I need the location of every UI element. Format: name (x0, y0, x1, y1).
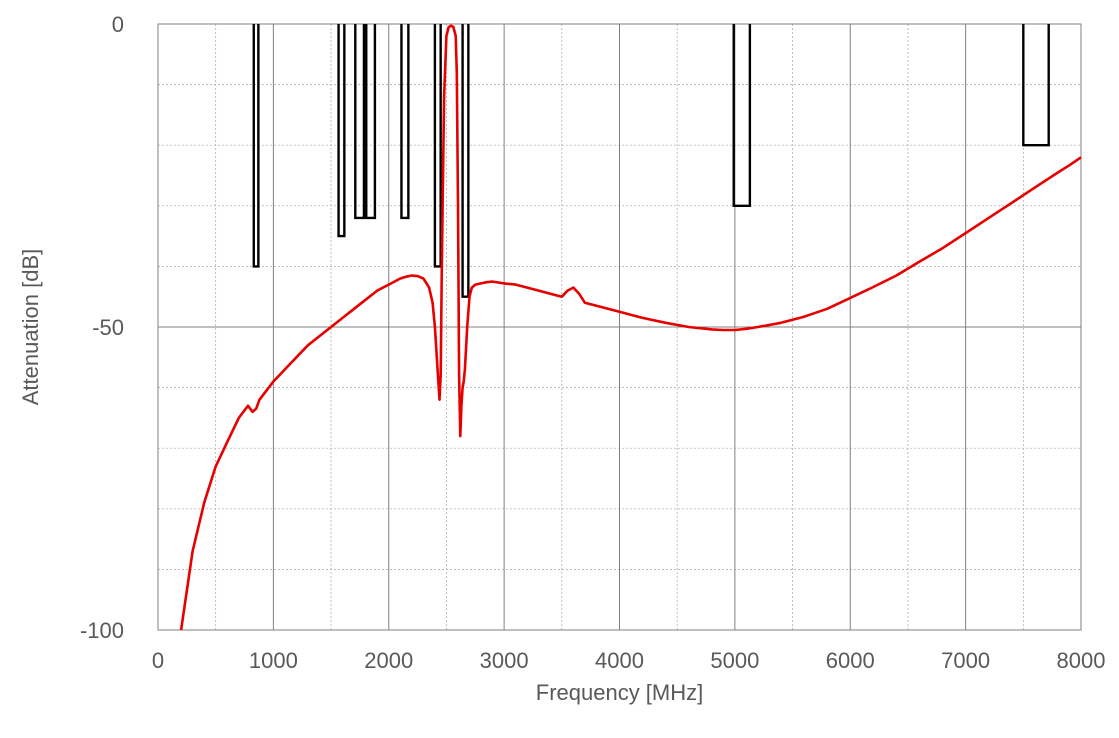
y-axis-title: Attenuation [dB] (18, 249, 43, 406)
spec-mask (400, 24, 410, 220)
x-tick-label: 8000 (1057, 648, 1106, 673)
y-tick-label: 0 (112, 12, 124, 37)
x-tick-label: 6000 (826, 648, 875, 673)
x-tick-labels: 0 1000 2000 3000 4000 5000 6000 7000 8000 (152, 648, 1106, 673)
x-tick-label: 5000 (710, 648, 759, 673)
spec-masks (252, 24, 1050, 298)
x-tick-label: 4000 (595, 648, 644, 673)
x-tick-label: 7000 (941, 648, 990, 673)
y-tick-label: -100 (80, 618, 124, 643)
spec-mask (461, 24, 470, 298)
x-tick-label: 0 (152, 648, 164, 673)
y-tick-labels: 0 -50 -100 (80, 12, 124, 643)
x-axis-title: Frequency [MHz] (536, 680, 704, 705)
spec-mask (337, 24, 346, 238)
y-tick-label: -50 (92, 315, 124, 340)
spec-mask (1022, 24, 1050, 147)
attenuation-curve (179, 24, 1082, 631)
spec-mask (433, 24, 442, 268)
spec-mask (365, 24, 377, 220)
spec-mask (732, 24, 752, 207)
spec-mask (354, 24, 366, 220)
spec-mask (252, 24, 260, 268)
plot-frame (157, 23, 1082, 631)
major-grid (157, 23, 1082, 631)
x-tick-label: 1000 (249, 648, 298, 673)
x-tick-label: 2000 (364, 648, 413, 673)
x-tick-label: 3000 (480, 648, 529, 673)
